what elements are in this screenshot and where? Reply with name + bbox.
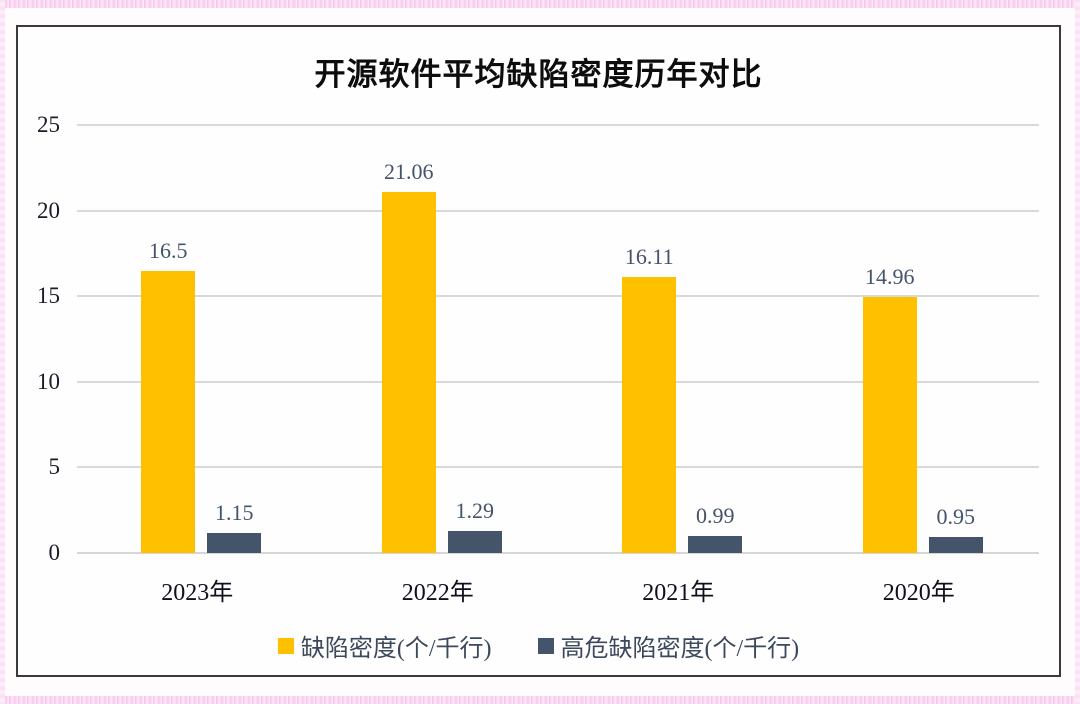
chart-frame: 开源软件平均缺陷密度历年对比 0 5 10 15 20 25 16.5 1.15 2023年 21…: [16, 25, 1061, 677]
bar-value-label: 21.06: [384, 159, 434, 185]
gridline: [77, 124, 1039, 126]
pink-border-top: [0, 0, 1080, 8]
bar-value-label: 16.5: [149, 237, 188, 263]
y-tick-label: 15: [37, 283, 60, 309]
y-tick-label: 20: [37, 197, 60, 223]
x-category-label: 2021年: [642, 580, 715, 606]
bar-defect-density: [862, 296, 917, 553]
bar-defect-density: [381, 192, 436, 553]
chart-legend: 缺陷密度(个/千行) 高危缺陷密度(个/千行): [18, 628, 1059, 663]
bar-high-risk-density: [207, 533, 262, 553]
chart-title: 开源软件平均缺陷密度历年对比: [314, 57, 763, 92]
y-tick-label: 5: [48, 454, 61, 480]
bar-value-label: 0.99: [696, 503, 735, 529]
y-tick-label: 10: [37, 368, 60, 394]
legend-item: 缺陷密度(个/千行): [277, 628, 492, 663]
legend-label: 缺陷密度(个/千行): [300, 636, 492, 662]
legend-item: 高危缺陷密度(个/千行): [537, 628, 800, 663]
gridline: [77, 380, 1039, 383]
bar-value-label: 14.96: [865, 263, 915, 289]
x-category-label: 2022年: [401, 580, 474, 606]
legend-swatch: [537, 637, 554, 654]
bar-defect-density: [622, 277, 677, 553]
y-tick-label: 25: [37, 112, 60, 137]
bar-defect-density: [141, 270, 196, 553]
bar-high-risk-density: [688, 536, 743, 553]
bar-value-label: 1.15: [215, 500, 254, 526]
bar-high-risk-density: [447, 530, 502, 553]
legend-swatch: [277, 637, 294, 654]
gridline: [77, 209, 1039, 212]
bar-value-label: 16.11: [624, 244, 674, 270]
gridline: [77, 295, 1039, 298]
gridline: [77, 466, 1039, 469]
pink-border-left: [0, 0, 5, 704]
pink-border-bottom: [0, 696, 1080, 704]
bar-value-label: 1.29: [455, 497, 495, 523]
x-axis-line: [77, 552, 1039, 554]
pink-border-right: [1075, 0, 1080, 704]
plot-area: 0 5 10 15 20 25 16.5 1.15 2023年 21.06 1.29 2022年 16.…: [18, 27, 1059, 675]
bar-high-risk-density: [928, 536, 983, 553]
x-category-label: 2020年: [882, 580, 955, 606]
bar-value-label: 0.95: [936, 503, 976, 529]
legend-label: 高危缺陷密度(个/千行): [560, 636, 800, 662]
y-tick-label: 0: [48, 540, 61, 565]
x-category-label: 2023年: [161, 580, 234, 606]
